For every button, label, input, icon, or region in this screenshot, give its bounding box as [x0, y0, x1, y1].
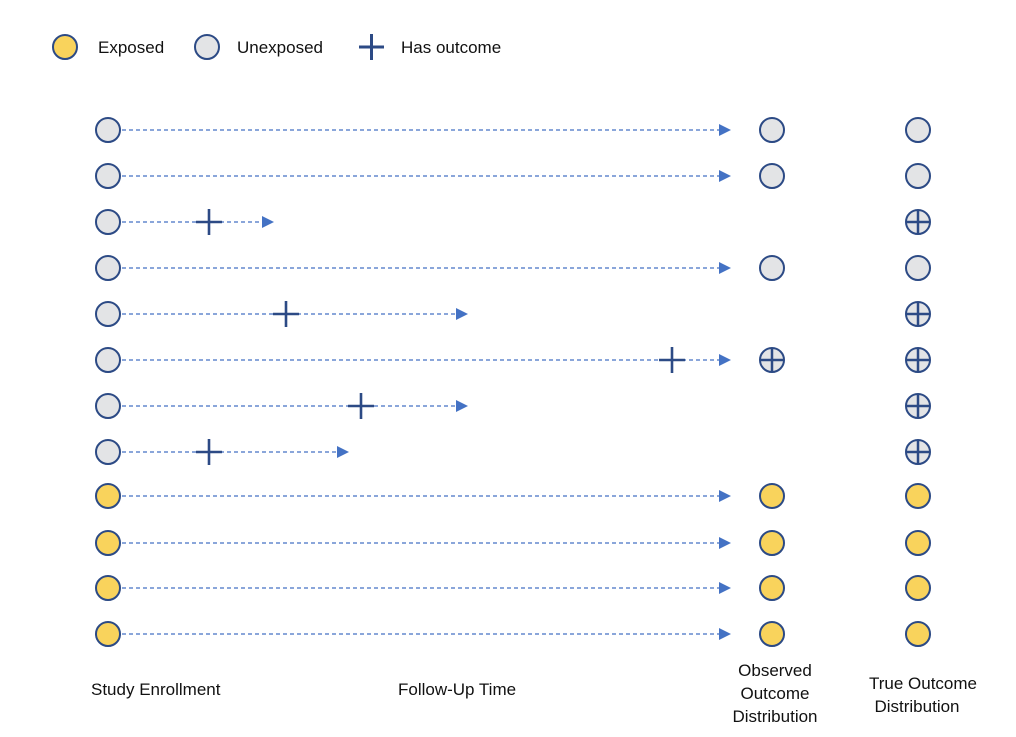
follow-up-arrowhead	[456, 400, 468, 412]
legend-outcome-label: Has outcome	[401, 38, 501, 57]
follow-up-arrowhead	[719, 170, 731, 182]
legend-unexposed-label: Unexposed	[237, 38, 323, 57]
follow-up-arrowhead	[337, 446, 349, 458]
observed-outcome-circle	[759, 483, 785, 509]
subject-row	[95, 163, 931, 189]
true-outcome-circle	[905, 255, 931, 281]
follow-up-arrowhead	[719, 490, 731, 502]
enrollment-circle	[95, 530, 121, 556]
follow-up-arrowhead	[719, 262, 731, 274]
follow-up-arrowhead	[719, 124, 731, 136]
legend-exposed-label: Exposed	[98, 38, 164, 57]
outcome-event-cross	[196, 439, 222, 465]
enrollment-circle	[95, 117, 121, 143]
observed-line-2: Outcome	[741, 684, 810, 703]
subject-row	[95, 117, 931, 143]
observed-line-3: Distribution	[732, 707, 817, 726]
subject-row	[95, 393, 931, 419]
enrollment-circle	[95, 483, 121, 509]
observed-outcome-circle	[759, 117, 785, 143]
legend-outcome-cross-icon	[359, 34, 384, 60]
true-outcome-circle	[905, 483, 931, 509]
subject-row	[95, 530, 931, 556]
follow-up-arrowhead	[262, 216, 274, 228]
observed-line-1: Observed	[738, 661, 812, 680]
enrollment-circle	[95, 163, 121, 189]
enrollment-circle	[95, 575, 121, 601]
true-outcome-circle	[905, 163, 931, 189]
subject-row	[95, 301, 931, 327]
study-enrollment-label: Study Enrollment	[91, 680, 221, 699]
subject-row	[95, 621, 931, 647]
true-outcome-circle	[905, 117, 931, 143]
follow-up-time-label: Follow-Up Time	[398, 680, 516, 699]
enrollment-circle	[95, 209, 121, 235]
observed-outcome-circle	[759, 530, 785, 556]
subject-row	[95, 439, 931, 465]
follow-up-arrowhead	[719, 537, 731, 549]
outcome-event-cross	[348, 393, 374, 419]
observed-outcome-circle	[759, 255, 785, 281]
true-outcome-circle	[905, 347, 931, 373]
enrollment-circle	[95, 393, 121, 419]
subject-row	[95, 209, 931, 235]
legend-exposed-icon	[52, 34, 78, 60]
observed-outcome-circle	[759, 621, 785, 647]
true-line-2: Distribution	[874, 697, 959, 716]
enrollment-circle	[95, 439, 121, 465]
true-outcome-circle	[905, 439, 931, 465]
subject-rows	[95, 117, 931, 647]
observed-outcome-circle	[759, 347, 785, 373]
subject-row	[95, 255, 931, 281]
outcome-event-cross	[659, 347, 685, 373]
enrollment-circle	[95, 255, 121, 281]
enrollment-circle	[95, 301, 121, 327]
legend: Exposed Unexposed Has outcome	[52, 34, 501, 60]
true-outcome-circle	[905, 209, 931, 235]
follow-up-arrowhead	[456, 308, 468, 320]
true-outcome-circle	[905, 393, 931, 419]
true-outcome-circle	[905, 301, 931, 327]
subject-row	[95, 575, 931, 601]
enrollment-circle	[95, 621, 121, 647]
observed-outcome-circle	[759, 575, 785, 601]
follow-up-arrowhead	[719, 354, 731, 366]
true-outcome-circle	[905, 575, 931, 601]
true-outcome-circle	[905, 621, 931, 647]
enrollment-circle	[95, 347, 121, 373]
follow-up-arrowhead	[719, 582, 731, 594]
outcome-event-cross	[196, 209, 222, 235]
true-line-1: True Outcome	[869, 674, 977, 693]
subject-row	[95, 483, 931, 509]
legend-unexposed-icon	[194, 34, 220, 60]
subject-row	[95, 347, 931, 373]
true-outcome-circle	[905, 530, 931, 556]
follow-up-arrowhead	[719, 628, 731, 640]
outcome-event-cross	[273, 301, 299, 327]
observed-outcome-circle	[759, 163, 785, 189]
